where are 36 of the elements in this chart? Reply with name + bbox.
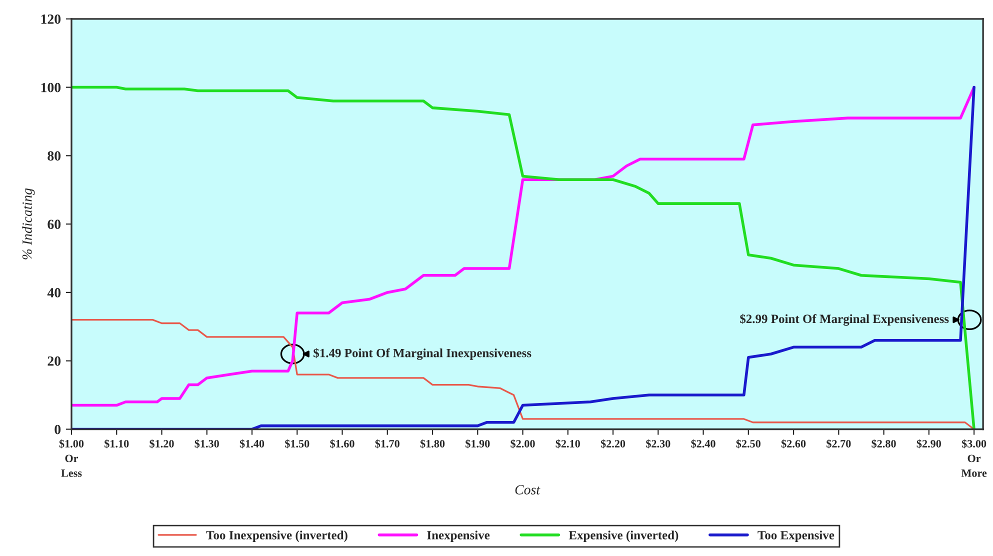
x-tick-label: $1.80 <box>420 439 445 448</box>
x-tick-label: $2.00 <box>510 439 535 448</box>
y-tick-label: 0 <box>54 424 61 434</box>
legend-label: Expensive (inverted) <box>568 530 678 542</box>
x-tick-label: $1.50 <box>285 439 310 448</box>
y-tick-label: 80 <box>48 151 61 161</box>
x-tick-label: $1.90 <box>466 439 490 448</box>
x-tick-label: $2.80 <box>872 439 896 448</box>
legend-label: Too Expensive <box>758 530 834 542</box>
x-tick-label: $2.60 <box>781 439 806 448</box>
x-tick-label: $2.40 <box>691 439 716 448</box>
y-axis-title: % Indicating <box>22 188 35 260</box>
x-tick-label: $1.20 <box>150 439 174 448</box>
legend-label: Inexpensive <box>427 530 490 542</box>
x-tick-label: $2.30 <box>646 439 670 448</box>
x-tick-label: $1.70 <box>375 439 400 448</box>
x-tick-label: $1.00 Or Less <box>59 439 84 477</box>
x-tick-label: $1.40 <box>240 439 264 448</box>
x-tick-label: $2.20 <box>600 439 626 448</box>
y-tick-label: 100 <box>41 82 61 92</box>
y-tick-label: 60 <box>48 220 61 230</box>
legend-label: Too Inexpensive (inverted) <box>206 530 348 542</box>
annotation: $2.99 Point Of Marginal Expensiveness <box>740 314 949 326</box>
x-tick-label: $3.00 Or More <box>961 439 987 477</box>
x-tick-label: $2.10 <box>556 439 580 448</box>
x-axis-title: Cost <box>515 485 540 494</box>
x-tick-label: $2.50 <box>736 439 760 448</box>
x-tick-label: $2.70 <box>826 439 851 448</box>
x-tick-label: $1.10 <box>104 439 129 448</box>
x-tick-label: $1.60 <box>330 439 354 448</box>
annotation: $1.49 Point Of Marginal Inexpensiveness <box>314 348 532 360</box>
y-tick-label: 40 <box>47 288 61 298</box>
y-tick-label: 20 <box>48 356 61 366</box>
x-tick-label: $1.30 <box>194 439 219 448</box>
y-tick-label: 120 <box>41 14 61 24</box>
x-tick-label: $2.90 <box>916 439 941 448</box>
